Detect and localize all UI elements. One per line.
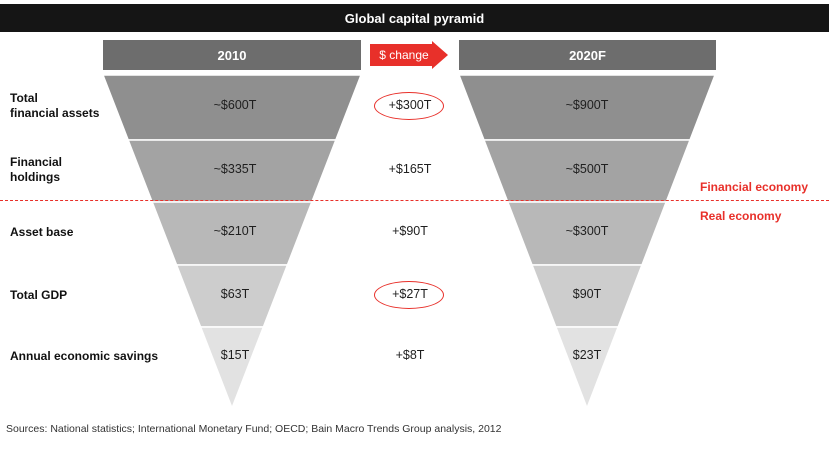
value-2010: $63T (220, 287, 250, 301)
pyramid-2020f-band-5 (554, 326, 620, 411)
financial-economy-label: Financial economy (700, 180, 809, 194)
value-2020f: ~$500T (565, 162, 609, 176)
value-2020f: ~$300T (565, 224, 609, 238)
value-change: +$8T (395, 348, 425, 362)
row-label: Financial holdings (10, 155, 63, 184)
pyramid-2010-band-5 (199, 326, 265, 411)
real-economy-label: Real economy (700, 209, 782, 223)
change-arrow-icon (370, 41, 448, 69)
header-2010: 2010 (103, 40, 361, 70)
value-2020f: $23T (572, 348, 602, 362)
value-2020f: $90T (572, 287, 602, 301)
value-2010: ~$335T (213, 162, 257, 176)
source-note: Sources: National statistics; Internatio… (6, 423, 502, 435)
chart-title: Global capital pyramid (0, 4, 829, 32)
value-change: +$165T (388, 162, 432, 176)
pyramid-2020f (457, 74, 717, 411)
value-change: +$90T (392, 224, 428, 238)
highlight-circle (374, 92, 444, 120)
value-2010: $15T (220, 348, 250, 362)
row-label: Asset base (10, 224, 74, 239)
change-header: $ change (379, 48, 429, 62)
header-2020f: 2020F (459, 40, 716, 70)
value-2010: ~$600T (213, 98, 257, 112)
economy-divider (0, 200, 829, 201)
row-label: Annual economic savings (10, 348, 159, 363)
row-label: Total financial assets (10, 91, 100, 120)
row-label: Total GDP (10, 287, 68, 302)
pyramid-2010 (101, 74, 363, 411)
highlight-circle (374, 281, 444, 309)
value-2020f: ~$900T (565, 98, 609, 112)
value-2010: ~$210T (213, 224, 257, 238)
